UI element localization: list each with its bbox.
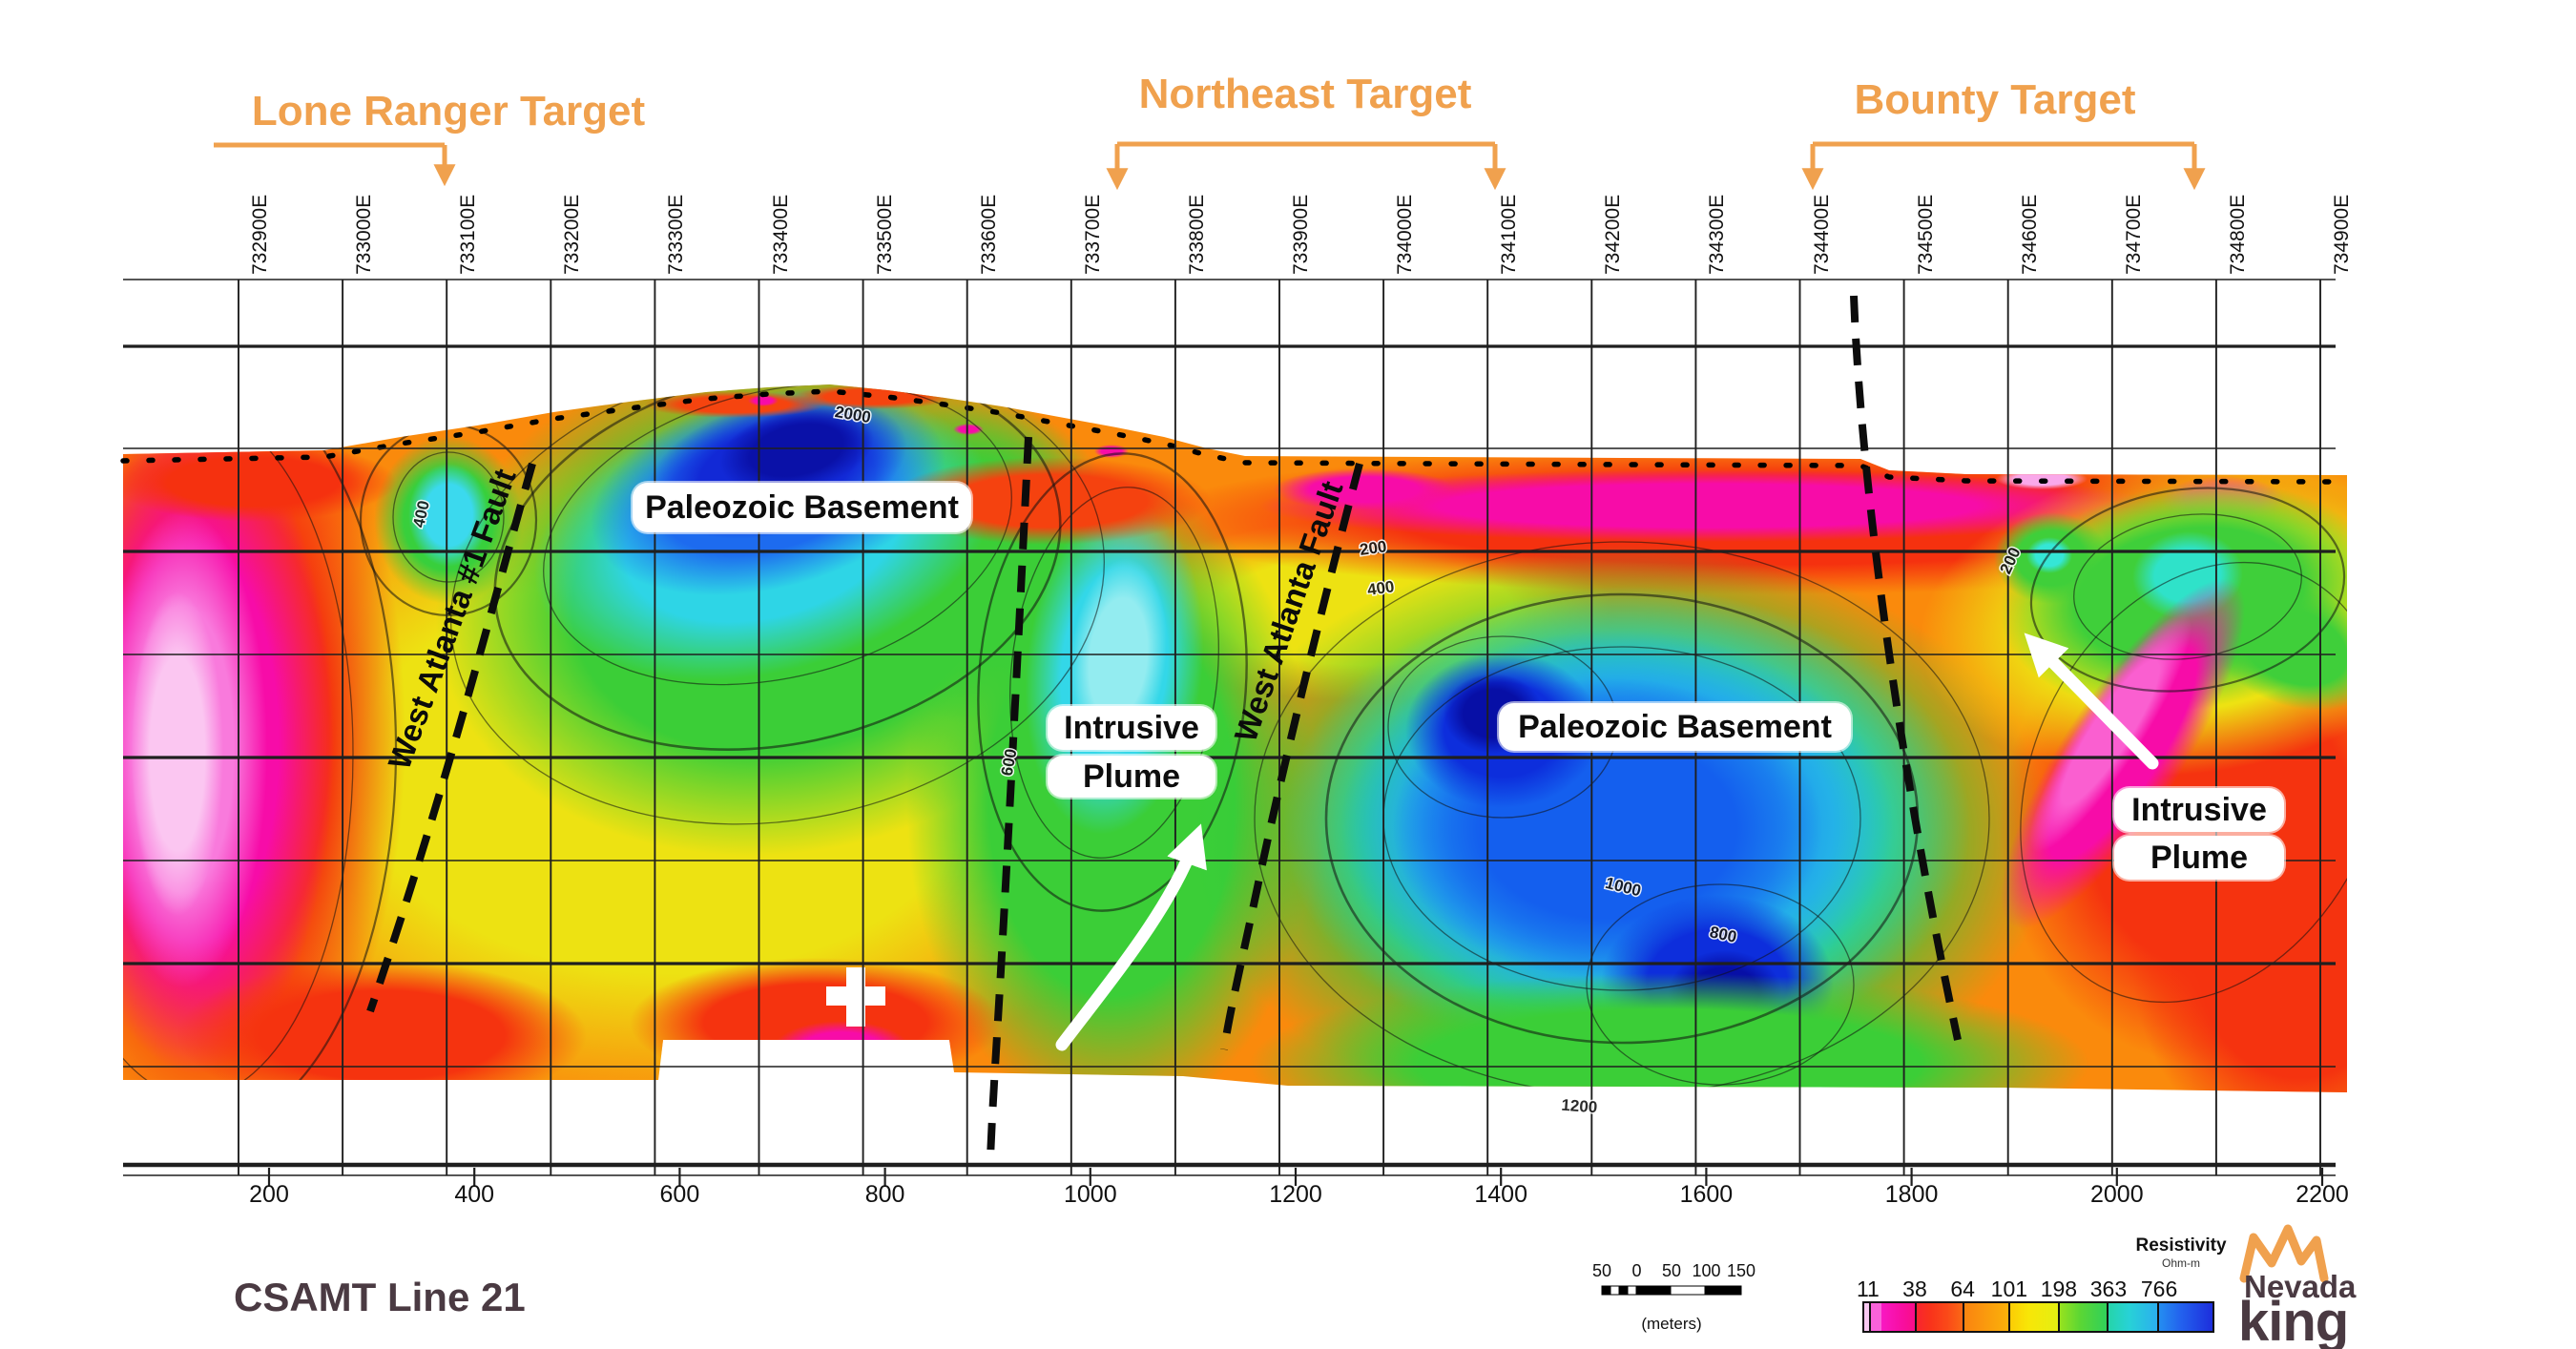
easting-label: 733400E — [769, 194, 792, 275]
distance-label: 2200 — [2296, 1181, 2349, 1208]
map-scale-bar — [1601, 1285, 1742, 1296]
distance-label: 1400 — [1474, 1181, 1527, 1208]
label-paleozoic-basement-west: Paleozoic Basement — [633, 483, 971, 532]
svg-text:800: 800 — [1708, 923, 1738, 945]
easting-label: 733600E — [977, 194, 1000, 275]
colorbar-tick-label: 766 — [2140, 1276, 2178, 1301]
plume-arrow-center — [1055, 823, 1207, 1051]
easting-label: 733200E — [561, 194, 584, 275]
scale-bar-label: 150 — [1726, 1261, 1756, 1280]
distance-label: 800 — [864, 1181, 905, 1208]
easting-label: 734500E — [1914, 194, 1937, 275]
nevada-king-crown-icon — [2239, 1224, 2329, 1283]
easting-label: 734600E — [2018, 194, 2041, 275]
svg-text:200: 200 — [1359, 537, 1388, 559]
target-label-northeast: Northeast Target — [1138, 71, 1472, 117]
easting-label: 733700E — [1081, 194, 1104, 275]
easting-label: 732900E — [249, 194, 271, 275]
colorbar-tick-label: 11 — [1856, 1276, 1880, 1301]
svg-text:1200: 1200 — [1561, 1096, 1598, 1117]
easting-label: 733100E — [457, 194, 480, 275]
distance-label: 600 — [659, 1181, 700, 1208]
scale-bar-label: 0 — [1631, 1261, 1642, 1280]
label-intrusive-east-line1: Intrusive — [2114, 788, 2284, 832]
colorbar-tick-label: 363 — [2089, 1276, 2128, 1301]
colorbar-tick-label: 198 — [2040, 1276, 2078, 1301]
colorbar-divider — [1868, 1303, 1871, 1331]
colorbar-divider — [2057, 1303, 2060, 1331]
plume-arrow-east — [2024, 633, 2159, 770]
nevada-king-logo-text-1: Nevada — [2244, 1269, 2357, 1304]
resistivity-colorbar — [1862, 1301, 2214, 1333]
center-fault-line — [987, 436, 1032, 1160]
easting-label: 734300E — [1706, 194, 1729, 275]
west-atlanta-fault-line — [1220, 462, 1363, 1050]
label-intrusive-center-line2: Plume — [1048, 756, 1215, 798]
easting-label: 734700E — [2122, 194, 2145, 275]
easting-label: 734100E — [1498, 194, 1521, 275]
colorbar-tick-label: 64 — [1950, 1276, 1975, 1301]
scale-bar-label: 50 — [1591, 1261, 1612, 1280]
target-label-lone-ranger: Lone Ranger Target — [251, 88, 646, 135]
svg-text:400: 400 — [1366, 577, 1396, 599]
colorbar-tick-label: 101 — [1990, 1276, 2028, 1301]
colorbar-divider — [1963, 1303, 1965, 1331]
target-label-bounty: Bounty Target — [1854, 76, 2136, 123]
west-atlanta-1-fault-line — [366, 462, 536, 1013]
distance-label: 1000 — [1063, 1181, 1117, 1208]
easting-label: 734400E — [1810, 194, 1833, 275]
colorbar-divider — [2107, 1303, 2109, 1331]
easting-label: 734000E — [1394, 194, 1417, 275]
colorbar-divider — [2156, 1303, 2159, 1331]
target-brackets — [214, 141, 2206, 191]
easting-label: 733300E — [665, 194, 688, 275]
label-paleozoic-basement-east: Paleozoic Basement — [1499, 703, 1851, 751]
distance-label: 1200 — [1269, 1181, 1322, 1208]
distance-label: 1600 — [1679, 1181, 1734, 1208]
easting-label: 734800E — [2226, 194, 2249, 275]
distance-label: 2000 — [2089, 1181, 2144, 1208]
map-scale-units: (meters) — [1641, 1315, 1702, 1333]
easting-label: 734200E — [1602, 194, 1625, 275]
easting-label: 733800E — [1185, 194, 1208, 275]
distance-label: 1800 — [1884, 1181, 1939, 1208]
legend-title: Resistivity — [2135, 1235, 2227, 1256]
colorbar-divider — [2008, 1303, 2011, 1331]
distance-label: 400 — [454, 1181, 495, 1208]
colorbar-divider — [1915, 1303, 1918, 1331]
scale-bar-label: 100 — [1692, 1261, 1721, 1280]
figure-title: CSAMT Line 21 — [234, 1275, 526, 1319]
fault-lines — [366, 295, 1962, 1160]
grid-lines — [123, 279, 2336, 1186]
nevada-king-logo-text-2: king — [2238, 1291, 2349, 1349]
label-intrusive-east-line2: Plume — [2114, 836, 2284, 880]
distance-label: 200 — [249, 1181, 289, 1208]
easting-label: 733500E — [873, 194, 896, 275]
scale-bar-label: 50 — [1661, 1261, 1682, 1280]
easting-label: 733000E — [353, 194, 376, 275]
legend-units: Ohm-m — [2162, 1256, 2200, 1270]
easting-label: 734900E — [2331, 194, 2353, 275]
label-intrusive-center-line1: Intrusive — [1048, 706, 1215, 750]
intrusive-plume-arrows — [1055, 633, 2159, 1051]
easting-label: 733900E — [1290, 194, 1312, 275]
colorbar-tick-label: 38 — [1902, 1276, 1927, 1301]
